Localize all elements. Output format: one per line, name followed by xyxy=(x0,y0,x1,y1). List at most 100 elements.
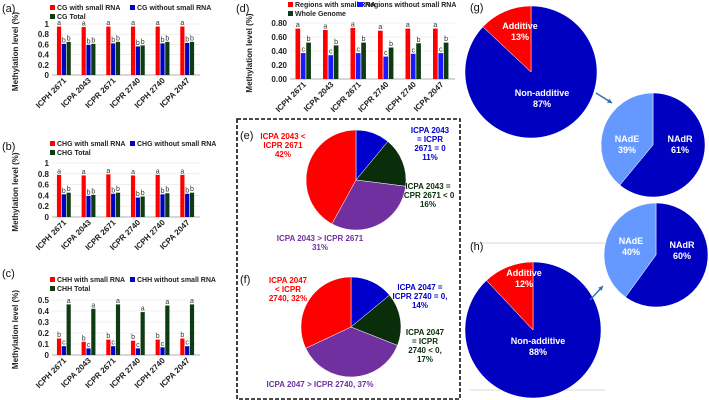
pie-slice-label: ICPA 2047 > ICPR 2740, 37% xyxy=(267,380,374,389)
pie-slice xyxy=(305,129,357,225)
significance-letter: a xyxy=(378,24,382,31)
y-tick-label: 0.2 xyxy=(38,202,50,211)
bar-regions-without-small-rna xyxy=(438,53,444,79)
significance-letter: b xyxy=(307,36,311,43)
legend-label: Whole Genome xyxy=(295,11,346,18)
y-tick-label: 0.8 xyxy=(38,170,50,179)
bar-chg-total xyxy=(189,192,195,217)
y-tick-label: 0 xyxy=(45,351,50,360)
legend-swatch xyxy=(130,5,135,10)
legend-swatch xyxy=(288,11,293,16)
bar-regions-with-small-rna xyxy=(295,28,301,80)
significance-letter: a xyxy=(67,298,71,305)
bar-regions-without-small-rna xyxy=(300,53,306,79)
y-tick-label: 0 xyxy=(45,213,50,222)
significance-letter: b xyxy=(161,37,165,44)
bar-cg-total xyxy=(140,45,145,75)
significance-letter: a xyxy=(131,20,135,27)
significance-letter: b xyxy=(185,187,189,194)
pie-slice xyxy=(355,141,407,187)
significance-letter: b xyxy=(141,39,145,46)
pie-slice-label: 61% xyxy=(671,145,689,155)
y-tick-label: 1 xyxy=(45,20,50,29)
significance-letter: b xyxy=(190,35,194,42)
bar-regions-with-small-rna xyxy=(405,28,411,80)
bar-chh-with-small-rna xyxy=(106,339,111,355)
legend-swatch xyxy=(50,14,55,19)
significance-letter: c xyxy=(411,47,415,54)
pie-slice-label: 31% xyxy=(312,243,328,252)
y-tick-label: 0.5 xyxy=(38,296,50,305)
significance-letter: c xyxy=(356,47,360,54)
significance-letter: b xyxy=(165,35,169,42)
significance-letter: c xyxy=(62,340,66,347)
significance-letter: b xyxy=(156,333,160,340)
bar-cg-without-small-rna xyxy=(160,43,165,75)
bar-chg-with-small-rna xyxy=(130,175,136,217)
significance-letter: b xyxy=(87,38,91,45)
pie-slice-label: 14% xyxy=(412,301,428,310)
pie-slice-label: 2740, 32% xyxy=(269,294,307,303)
bar-chg-with-small-rna xyxy=(81,175,86,217)
y-axis-label: Methylation level (%) xyxy=(11,12,20,91)
dashed-frame-e-f xyxy=(236,118,461,400)
significance-letter: b xyxy=(67,35,71,42)
bar-chart-c: (c) CHH with small RNA CHH without small R… xyxy=(2,268,216,390)
bar-cg-total xyxy=(189,41,195,75)
panel-label: (d) xyxy=(236,3,249,15)
significance-letter: b xyxy=(67,186,71,193)
significance-letter: b xyxy=(131,334,135,341)
y-tick-label: 0 xyxy=(45,71,50,80)
significance-letter: b xyxy=(91,188,95,195)
significance-letter: b xyxy=(136,191,140,198)
bar-chh-total xyxy=(165,305,170,355)
bar-chg-without-small-rna xyxy=(86,195,91,217)
pie-slice-label: 12% xyxy=(515,279,533,289)
bar-chg-with-small-rna xyxy=(180,174,185,217)
bar-chh-total xyxy=(115,304,121,355)
pie-chart-f: (f) ICPA 2047 =ICPR 2740 = 0,14% ICPA 2047… xyxy=(240,274,447,389)
significance-letter: b xyxy=(116,35,120,42)
pie-slice xyxy=(482,5,532,73)
y-tick-label: 0.40 xyxy=(271,47,287,56)
pie-slice-label: NAdR xyxy=(670,240,695,250)
pie-slice-label: 60% xyxy=(673,251,691,261)
significance-letter: c xyxy=(439,47,443,54)
panel-label: (e) xyxy=(240,130,253,142)
bar-whole-genome xyxy=(416,43,421,79)
significance-letter: b xyxy=(185,36,189,43)
bar-regions-with-small-rna xyxy=(378,30,383,79)
significance-letter: b xyxy=(111,37,115,44)
bar-chh-without-small-rna xyxy=(61,346,66,355)
bar-chh-with-small-rna xyxy=(130,340,136,355)
significance-letter: b xyxy=(136,40,140,47)
pie-slice-label: 2740 < 0, xyxy=(408,346,442,355)
significance-letter: a xyxy=(165,299,169,306)
significance-letter: c xyxy=(111,340,115,347)
y-tick-label: 0.80 xyxy=(271,19,287,28)
bar-chg-with-small-rna xyxy=(155,174,160,217)
significance-letter: c xyxy=(161,341,165,348)
significance-letter: b xyxy=(417,37,421,44)
pie-slice-label: Non-additive xyxy=(511,336,566,346)
bar-cg-total xyxy=(165,41,170,75)
significance-letter: b xyxy=(87,189,91,196)
pie-slice-label: 13% xyxy=(511,32,529,42)
pie-slice-label: = ICPR xyxy=(412,337,438,346)
legend-swatch xyxy=(130,141,135,146)
bar-chg-without-small-rna xyxy=(111,193,116,217)
pie-slice-label: ICPR 2740 = 0, xyxy=(393,292,448,301)
panel-label: (c) xyxy=(2,268,15,280)
bar-chg-without-small-rna xyxy=(160,194,165,217)
panel-label: (f) xyxy=(240,274,250,286)
significance-letter: b xyxy=(111,187,115,194)
significance-letter: a xyxy=(351,21,355,28)
significance-letter: b xyxy=(62,188,66,195)
y-tick-label: 0.4 xyxy=(38,51,50,60)
y-axis-label: Methylation level (%) xyxy=(11,290,20,369)
y-tick-label: 0.3 xyxy=(38,318,50,327)
bar-chg-total xyxy=(165,193,170,217)
